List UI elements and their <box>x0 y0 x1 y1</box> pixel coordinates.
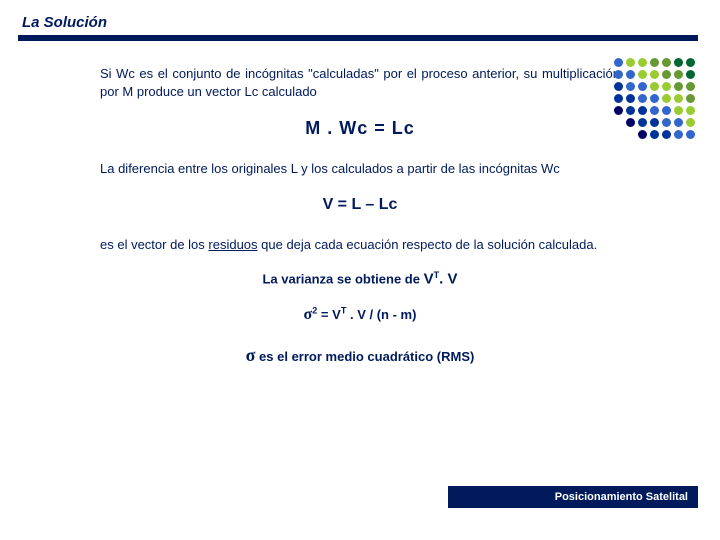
dot-icon <box>686 118 695 127</box>
paragraph-2: La diferencia entre los originales L y l… <box>100 160 620 178</box>
dot-icon <box>626 118 635 127</box>
decorative-dot-grid <box>614 58 698 142</box>
dot-icon <box>662 94 671 103</box>
p3-tail: que deja cada ecuación respecto de la so… <box>258 237 598 252</box>
dot-icon <box>650 70 659 79</box>
rms-line: σ es el error medio cuadrático (RMS) <box>100 343 620 367</box>
dot-icon <box>626 106 635 115</box>
footer-label: Posicionamiento Satelital <box>555 491 688 503</box>
dot-icon <box>650 118 659 127</box>
dot-icon <box>662 130 671 139</box>
content-body: Si Wc es el conjunto de incógnitas "calc… <box>0 41 720 368</box>
variance-line: La varianza se obtiene de VT. V <box>100 269 620 290</box>
dot-icon <box>662 58 671 67</box>
dot-icon <box>638 70 647 79</box>
dot-icon <box>650 106 659 115</box>
dot-icon <box>614 82 623 91</box>
dot-icon <box>674 118 683 127</box>
dot-icon <box>674 106 683 115</box>
dot-icon <box>650 130 659 139</box>
residuos-underline: residuos <box>208 237 257 252</box>
dot-icon <box>662 118 671 127</box>
dot-icon <box>626 58 635 67</box>
dot-icon <box>638 106 647 115</box>
paragraph-1: Si Wc es el conjunto de incógnitas "calc… <box>100 65 620 100</box>
dot-icon <box>638 118 647 127</box>
dot-icon <box>662 106 671 115</box>
dot-icon <box>650 82 659 91</box>
dot-icon <box>638 94 647 103</box>
dot-icon <box>638 130 647 139</box>
dot-icon <box>674 130 683 139</box>
dot-icon <box>686 130 695 139</box>
dot-icon <box>674 94 683 103</box>
dot-icon <box>626 82 635 91</box>
paragraph-3: es el vector de los residuos que deja ca… <box>100 236 620 254</box>
dot-icon <box>638 82 647 91</box>
dot-icon <box>650 58 659 67</box>
p3-lead: es el vector de los <box>100 237 208 252</box>
equation-1: M . Wc = Lc <box>100 116 620 140</box>
dot-icon <box>686 82 695 91</box>
dot-icon <box>662 70 671 79</box>
dot-icon <box>674 82 683 91</box>
dot-icon <box>686 70 695 79</box>
dot-icon <box>614 58 623 67</box>
equation-3: σ2 = VT . V / (n - m) <box>100 304 620 326</box>
dot-icon <box>662 82 671 91</box>
dot-icon <box>674 70 683 79</box>
dot-icon <box>614 106 623 115</box>
dot-icon <box>650 94 659 103</box>
dot-icon <box>626 70 635 79</box>
page-title: La Solución <box>22 14 720 31</box>
dot-icon <box>686 94 695 103</box>
dot-icon <box>614 70 623 79</box>
dot-icon <box>614 94 623 103</box>
dot-icon <box>686 58 695 67</box>
dot-icon <box>638 58 647 67</box>
footer-bar: Posicionamiento Satelital <box>448 486 698 508</box>
dot-icon <box>626 94 635 103</box>
dot-icon <box>686 106 695 115</box>
equation-2: V = L – Lc <box>100 194 620 216</box>
dot-icon <box>674 58 683 67</box>
